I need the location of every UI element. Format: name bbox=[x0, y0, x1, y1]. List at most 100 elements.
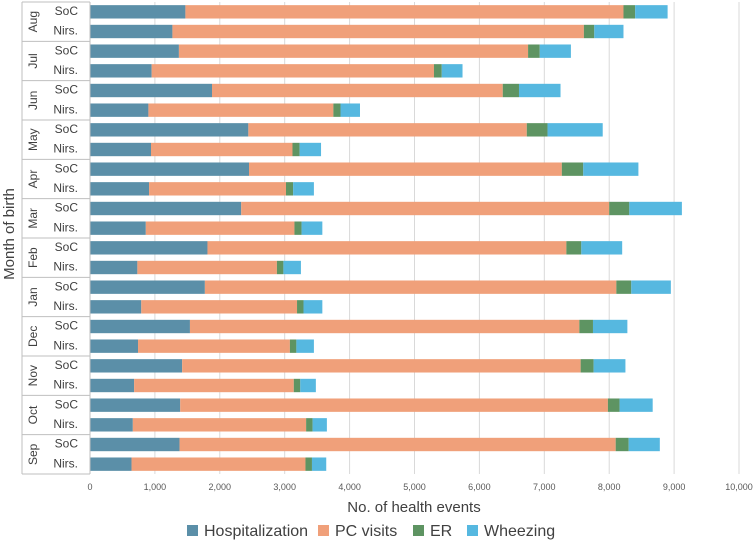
bar-wheezing bbox=[312, 418, 327, 432]
subcategory-label: SoC bbox=[55, 240, 79, 254]
bar-pc-visits bbox=[137, 260, 277, 275]
bar-er bbox=[561, 162, 584, 176]
subcategory-label: Nirs. bbox=[53, 260, 78, 274]
x-tick-label: 7,000 bbox=[533, 482, 556, 492]
bar-er bbox=[276, 260, 284, 275]
bar-er bbox=[580, 359, 594, 373]
bar-wheezing bbox=[539, 44, 571, 58]
x-tick-label: 9,000 bbox=[663, 482, 686, 492]
bar-wheezing bbox=[293, 182, 314, 196]
bar-wheezing bbox=[547, 123, 603, 137]
bar-er bbox=[433, 64, 442, 78]
bar-pc-visits bbox=[131, 457, 306, 471]
bar-er bbox=[579, 319, 593, 334]
bar-hospitalization bbox=[90, 123, 249, 137]
bar-hospitalization bbox=[90, 64, 152, 78]
bar-hospitalization bbox=[90, 359, 183, 373]
bar-hospitalization bbox=[90, 437, 180, 452]
gridlines bbox=[154, 2, 740, 474]
bar-er bbox=[607, 398, 620, 412]
bar-pc-visits bbox=[182, 359, 581, 373]
month-label: Jul bbox=[26, 53, 40, 68]
subcategory-label: SoC bbox=[55, 319, 79, 333]
bar-er bbox=[289, 339, 297, 353]
x-tick-label: 8,000 bbox=[598, 482, 621, 492]
bar-er bbox=[528, 44, 540, 58]
subcategory-label: Nirs. bbox=[53, 456, 78, 470]
subcategory-label: SoC bbox=[55, 43, 79, 57]
x-tick-label: 5,000 bbox=[403, 482, 426, 492]
y-axis-labels: Aug SoC Nirs. Jul SoC Nirs. Jun SoC Nirs. May SoC N… bbox=[21, 1, 90, 475]
bar-er bbox=[294, 221, 302, 235]
bar-wheezing bbox=[518, 83, 561, 98]
subcategory-label: SoC bbox=[55, 83, 79, 97]
bar-pc-visits bbox=[185, 5, 624, 19]
legend-label: PC visits bbox=[335, 523, 397, 540]
bar-pc-visits bbox=[180, 398, 608, 412]
bar-hospitalization bbox=[90, 142, 152, 157]
bar-er bbox=[623, 5, 636, 19]
bar-hospitalization bbox=[90, 221, 146, 235]
bar-hospitalization bbox=[90, 418, 133, 432]
subcategory-label: Nirs. bbox=[53, 417, 78, 431]
subcategory-label: Nirs. bbox=[53, 142, 78, 156]
month-label: Oct bbox=[26, 405, 40, 424]
bar-wheezing bbox=[340, 103, 360, 117]
bar-wheezing bbox=[300, 378, 316, 393]
month-label: Jan bbox=[26, 287, 40, 306]
subcategory-label: Nirs. bbox=[53, 220, 78, 234]
subcategory-label: SoC bbox=[55, 397, 79, 411]
bar-er bbox=[292, 142, 300, 157]
subcategory-label: SoC bbox=[55, 122, 79, 136]
bar-pc-visits bbox=[141, 300, 298, 314]
bar-er bbox=[333, 103, 341, 117]
bar-hospitalization bbox=[90, 103, 149, 117]
bar-pc-visits bbox=[178, 44, 529, 58]
legend-label: Wheezing bbox=[484, 523, 555, 540]
subcategory-label: SoC bbox=[55, 4, 79, 18]
subcategory-label: Nirs. bbox=[53, 378, 78, 392]
x-tick-label: 3,000 bbox=[273, 482, 296, 492]
bar-er bbox=[502, 83, 519, 98]
bar-wheezing bbox=[299, 142, 322, 157]
bar-pc-visits bbox=[241, 201, 610, 216]
bar-er bbox=[609, 201, 630, 216]
bar-wheezing bbox=[441, 64, 463, 78]
bar-hospitalization bbox=[90, 241, 208, 255]
bar-hospitalization bbox=[90, 201, 242, 216]
bar-wheezing bbox=[592, 319, 628, 334]
bar-wheezing bbox=[629, 201, 682, 216]
bar-hospitalization bbox=[90, 457, 132, 471]
subcategory-label: Nirs. bbox=[53, 338, 78, 352]
bars bbox=[90, 5, 682, 471]
bar-wheezing bbox=[635, 5, 668, 19]
bar-er bbox=[297, 300, 304, 314]
x-tick-label: 10,000 bbox=[725, 482, 753, 492]
legend: Hospitalization PC visits ER Wheezing bbox=[187, 523, 555, 540]
bar-pc-visits bbox=[212, 83, 503, 98]
bar-pc-visits bbox=[249, 162, 562, 176]
bar-er bbox=[285, 182, 294, 196]
bar-pc-visits bbox=[179, 437, 616, 452]
bar-er bbox=[305, 457, 312, 471]
bar-wheezing bbox=[594, 24, 624, 39]
legend-label: ER bbox=[430, 523, 452, 540]
subcategory-label: Nirs. bbox=[53, 299, 78, 313]
bar-hospitalization bbox=[90, 300, 142, 314]
subcategory-label: SoC bbox=[55, 437, 79, 451]
bar-pc-visits bbox=[151, 64, 434, 78]
bar-pc-visits bbox=[145, 221, 295, 235]
legend-swatch bbox=[413, 525, 424, 536]
bar-wheezing bbox=[283, 260, 301, 275]
bar-pc-visits bbox=[204, 280, 617, 294]
subcategory-label: SoC bbox=[55, 201, 79, 215]
bar-hospitalization bbox=[90, 378, 135, 393]
x-axis-title: No. of health events bbox=[347, 499, 480, 516]
bar-pc-visits bbox=[172, 24, 584, 39]
bar-er bbox=[583, 24, 595, 39]
bar-er bbox=[616, 280, 632, 294]
bar-pc-visits bbox=[248, 123, 527, 137]
bar-wheezing bbox=[296, 339, 314, 353]
